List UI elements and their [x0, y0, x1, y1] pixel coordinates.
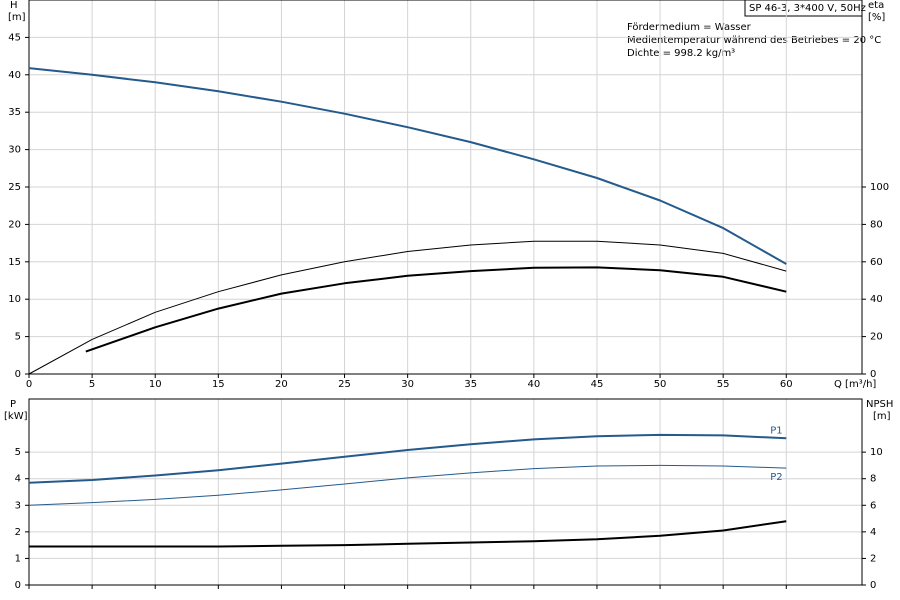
curve [28, 433, 787, 484]
y-tick-label: 20 [8, 219, 21, 230]
plot-frame [28, 398, 863, 586]
curve [29, 520, 787, 548]
y2-label: NPSH [866, 399, 893, 410]
y-label: P [10, 399, 16, 410]
x-tick-label: 10 [149, 379, 162, 390]
annotation: Fördermedium = Wasser [627, 22, 752, 33]
y2-tick-label: 100 [870, 182, 889, 193]
y2-tick-label: 60 [870, 257, 883, 268]
annotation: Medientemperatur während des Betriebes =… [627, 35, 881, 46]
y2-tick-label: 0 [870, 369, 876, 380]
curve [28, 67, 787, 265]
y2-tick-label: 6 [870, 500, 876, 511]
y-unit: [m] [8, 12, 26, 23]
y2-tick-label: 10 [870, 447, 883, 458]
y-tick-label: 1 [15, 553, 21, 564]
y-tick-label: 15 [8, 257, 21, 268]
x-tick-label: 50 [654, 379, 667, 390]
y2-tick-label: 20 [870, 332, 883, 343]
y2-unit: [%] [868, 12, 885, 23]
y-tick-label: 0 [15, 369, 21, 380]
y-tick-label: 10 [8, 294, 21, 305]
y2-tick-label: 8 [870, 474, 876, 485]
y2-tick-label: 40 [870, 294, 883, 305]
x-tick-label: 55 [717, 379, 730, 390]
y-tick-label: 4 [15, 474, 21, 485]
x-tick-label: 15 [212, 379, 225, 390]
x-tick-label: 45 [591, 379, 604, 390]
y-tick-label: 45 [8, 32, 21, 43]
x-tick-label: 30 [401, 379, 414, 390]
y2-unit: [m] [873, 411, 891, 422]
plot-frame [28, 0, 863, 375]
curve [28, 464, 787, 506]
y2-tick-label: 0 [870, 580, 876, 591]
y2-label: eta [868, 0, 884, 11]
y-tick-label: 2 [15, 527, 21, 538]
y2-tick-label: 2 [870, 553, 876, 564]
x-tick-label: 40 [527, 379, 540, 390]
x-tick-label: 5 [89, 379, 95, 390]
y-tick-label: 5 [15, 447, 21, 458]
y-tick-label: 40 [8, 70, 21, 81]
y-tick-label: 25 [8, 182, 21, 193]
curve [28, 240, 787, 375]
x-label: Q [m³/h] [834, 379, 876, 390]
curve [85, 266, 787, 353]
y-tick-label: 35 [8, 107, 21, 118]
y-tick-label: 5 [15, 332, 21, 343]
y2-tick-label: 80 [870, 219, 883, 230]
x-tick-label: 0 [26, 379, 32, 390]
pump-name: SP 46-3, 3*400 V, 50Hz [749, 3, 866, 14]
y-tick-label: 30 [8, 145, 21, 156]
y-tick-label: 3 [15, 500, 21, 511]
x-tick-label: 20 [275, 379, 288, 390]
y-tick-label: 0 [15, 580, 21, 591]
series-label: P2 [770, 472, 782, 483]
x-tick-label: 25 [338, 379, 351, 390]
y-unit: [kW] [4, 411, 28, 422]
y2-tick-label: 4 [870, 527, 876, 538]
series-label: P1 [770, 425, 782, 436]
annotation: Dichte = 998.2 kg/m³ [627, 48, 735, 59]
x-tick-label: 35 [464, 379, 477, 390]
x-tick-label: 60 [780, 379, 793, 390]
y-label: H [10, 0, 18, 11]
